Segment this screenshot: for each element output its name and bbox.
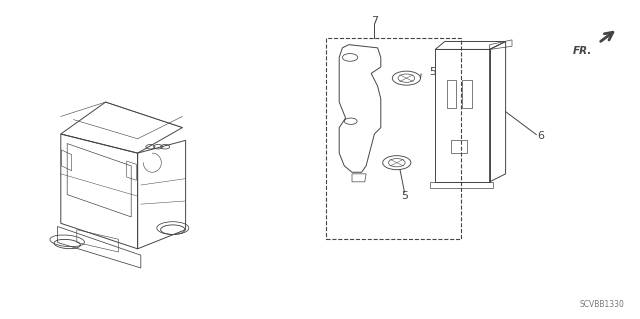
Text: 6: 6 — [538, 130, 545, 141]
Text: 7: 7 — [371, 16, 378, 26]
Text: 5: 5 — [401, 191, 408, 201]
Text: FR.: FR. — [573, 46, 592, 56]
Text: SCVBB1330: SCVBB1330 — [579, 300, 624, 309]
Text: 5: 5 — [429, 67, 436, 77]
